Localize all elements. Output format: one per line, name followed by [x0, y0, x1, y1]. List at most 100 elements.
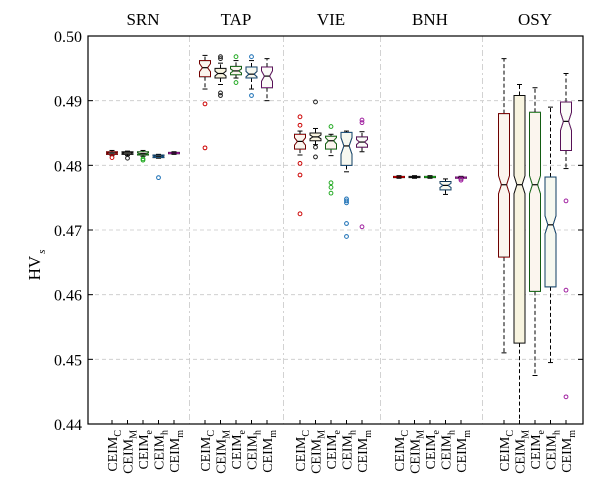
box-vie-C	[294, 114, 306, 217]
outlier-point	[218, 90, 223, 96]
box-srn-m	[168, 151, 180, 155]
box-vie-h	[340, 130, 353, 239]
x-tick-label-main: CEIM	[440, 434, 455, 470]
x-tick-label-subscript: M	[317, 430, 328, 439]
box-outline	[340, 132, 353, 166]
box-osy-C	[498, 58, 510, 354]
plot-area	[106, 54, 572, 425]
box-outline	[106, 151, 118, 155]
box-body	[199, 60, 211, 78]
x-tick-label-main: CEIM	[122, 438, 137, 474]
outlier-point	[218, 93, 223, 98]
box-srn-h	[152, 153, 165, 181]
x-tick-label-subscript: m	[462, 430, 473, 438]
x-tick-label: CEIMh	[246, 430, 264, 470]
outlier-point	[297, 122, 303, 128]
y-tick-label: 0.50	[54, 29, 82, 46]
outlier-point	[313, 99, 318, 105]
box-outline	[168, 152, 180, 154]
x-tick-label-main: CEIM	[325, 434, 340, 470]
box-outline	[325, 135, 337, 150]
x-tick-label-subscript: C	[206, 430, 217, 437]
outlier-point	[359, 224, 365, 230]
outlier-point	[563, 198, 569, 204]
box-osy-M	[513, 84, 526, 425]
group-title-srn: SRN	[126, 10, 159, 29]
x-tick-label-main: CEIM	[294, 436, 309, 472]
box-body	[544, 176, 557, 288]
x-tick-label: CEIMM	[122, 430, 140, 474]
box-outline	[408, 176, 421, 178]
group-title-osy: OSY	[518, 10, 552, 29]
box-outline	[137, 151, 149, 156]
box-osy-m	[560, 73, 572, 400]
outlier-point	[297, 211, 303, 217]
outlier-point	[125, 155, 130, 161]
outlier-point	[458, 177, 464, 183]
x-tick-label-subscript: e	[144, 429, 155, 434]
x-tick-label-subscript: M	[222, 430, 233, 439]
outlier-point	[218, 56, 223, 62]
y-axis-label-subscript: s	[36, 250, 48, 254]
x-tick-label-subscript: m	[363, 430, 374, 438]
outlier-point	[344, 198, 349, 204]
box-srn-C	[106, 149, 118, 160]
x-tick-label-subscript: C	[301, 430, 312, 437]
x-tick-label: CEIMm	[356, 430, 374, 473]
box-tap-e	[230, 54, 242, 85]
x-tick-label-main: CEIM	[529, 434, 544, 470]
outlier-point	[140, 157, 146, 163]
box-outline	[294, 133, 306, 150]
box-body	[513, 94, 526, 344]
box-outline	[152, 154, 165, 158]
x-tick-label-main: CEIM	[168, 437, 183, 473]
box-bnh-C	[393, 175, 405, 179]
outlier-point	[563, 287, 569, 293]
box-srn-M	[121, 150, 134, 161]
x-tick-label-subscript: M	[416, 430, 427, 439]
outlier-point	[313, 154, 318, 160]
x-tick-label-main: CEIM	[230, 434, 245, 470]
x-tick-label: CEIMm	[455, 430, 473, 473]
outlier-point	[313, 144, 318, 150]
grid-lines	[88, 36, 583, 424]
x-tick-label-subscript: h	[447, 430, 458, 435]
outlier-point	[344, 200, 349, 206]
outlier-point	[297, 172, 303, 178]
x-tick-label-subscript: M	[521, 430, 532, 439]
outlier-point	[249, 93, 254, 98]
y-tick-label: 0.45	[54, 352, 82, 369]
x-tick-label: CEIMM	[514, 430, 532, 474]
x-tick-label-subscript: h	[552, 430, 563, 435]
outlier-point	[156, 175, 161, 181]
group-title-bnh: BNH	[412, 10, 448, 29]
x-tick-label: CEIMh	[153, 430, 171, 470]
x-tick-label: CEIMe	[230, 429, 248, 469]
box-body	[325, 135, 337, 150]
x-tick-label-main: CEIM	[261, 437, 276, 473]
x-tick-label: CEIMC	[294, 430, 312, 472]
x-tick-label: CEIMC	[393, 430, 411, 472]
y-tick-label: 0.47	[54, 223, 82, 240]
x-tick-label-main: CEIM	[246, 434, 261, 470]
box-outline	[199, 60, 211, 78]
box-outline	[544, 176, 557, 288]
outlier-point	[359, 117, 365, 123]
outlier-point	[344, 221, 349, 226]
x-tick-label: CEIMh	[341, 430, 359, 470]
box-bnh-m	[455, 175, 467, 183]
outlier-point	[297, 160, 303, 166]
x-tick-label-main: CEIM	[514, 438, 529, 474]
x-tick-label: CEIMh	[545, 430, 563, 470]
box-tap-C	[199, 54, 211, 151]
x-tick-label-main: CEIM	[341, 434, 356, 470]
x-tick-label-main: CEIM	[356, 437, 371, 473]
x-tick-label-subscript: m	[567, 430, 578, 438]
outlier-point	[202, 145, 208, 151]
box-bnh-h	[439, 178, 452, 195]
outlier-point	[344, 234, 349, 239]
x-tick-label: CEIMM	[409, 430, 427, 474]
x-tick-label-main: CEIM	[455, 437, 470, 473]
